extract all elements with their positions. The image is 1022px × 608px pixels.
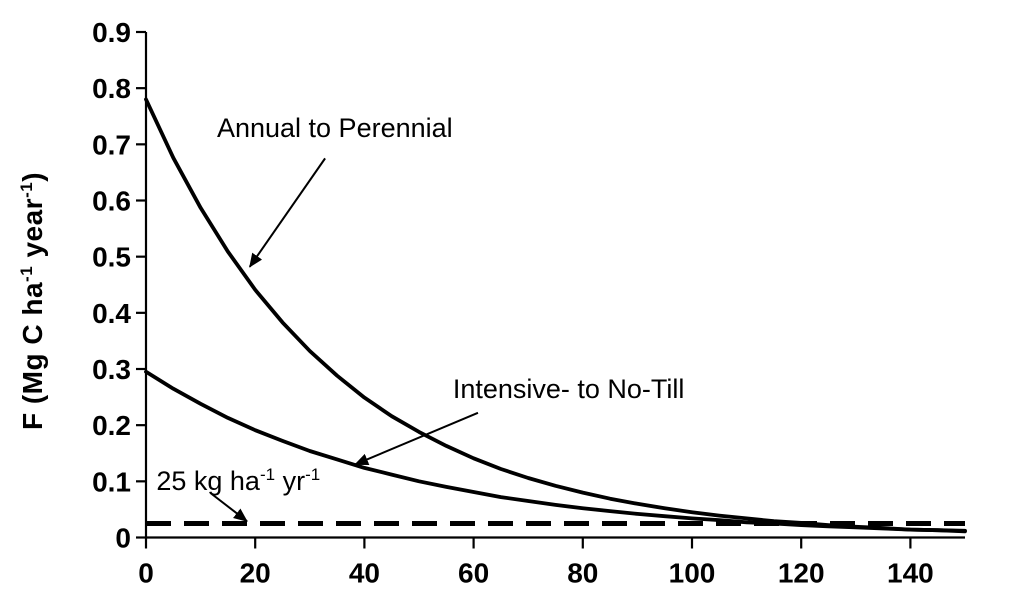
series-line-annual-to-perennial	[144, 97, 967, 534]
x-tick-label: 120	[778, 558, 825, 589]
x-tick-label: 0	[138, 558, 154, 589]
x-tick-label: 140	[887, 558, 934, 589]
series-line-intensive-to-no-till	[144, 369, 967, 533]
y-axis-title-text: )	[17, 171, 48, 182]
y-axis-title-superscript: -1	[17, 265, 36, 282]
annotation-arrow	[354, 411, 479, 466]
y-tick-label: 0	[115, 523, 131, 554]
axes-lines	[144, 32, 965, 539]
x-tick-label: 40	[349, 558, 380, 589]
annotation-arrow	[211, 493, 248, 523]
y-tick-label: 0.8	[92, 73, 131, 104]
annotation-arrow	[248, 157, 326, 268]
y-axis-title-text: F (Mg C ha	[17, 281, 48, 431]
y-axis-title: F (Mg C ha-1 year-1)	[17, 172, 49, 430]
x-tick-label: 60	[458, 558, 489, 589]
y-axis-title-text: year	[17, 197, 48, 266]
y-tick-label: 0.3	[92, 354, 131, 385]
y-tick-label: 0.2	[92, 410, 131, 441]
y-tick-label: 0.1	[92, 466, 131, 497]
x-tick-label: 80	[567, 558, 598, 589]
y-tick-label: 0.7	[92, 129, 131, 160]
y-tick-label: 0.9	[92, 17, 131, 48]
x-tick-label: 20	[240, 558, 271, 589]
y-tick-label: 0.5	[92, 242, 131, 273]
y-tick-label: 0.4	[92, 298, 131, 329]
x-tick-label: 100	[669, 558, 716, 589]
y-tick-label: 0.6	[92, 186, 131, 217]
y-axis-title-superscript: -1	[17, 181, 36, 198]
